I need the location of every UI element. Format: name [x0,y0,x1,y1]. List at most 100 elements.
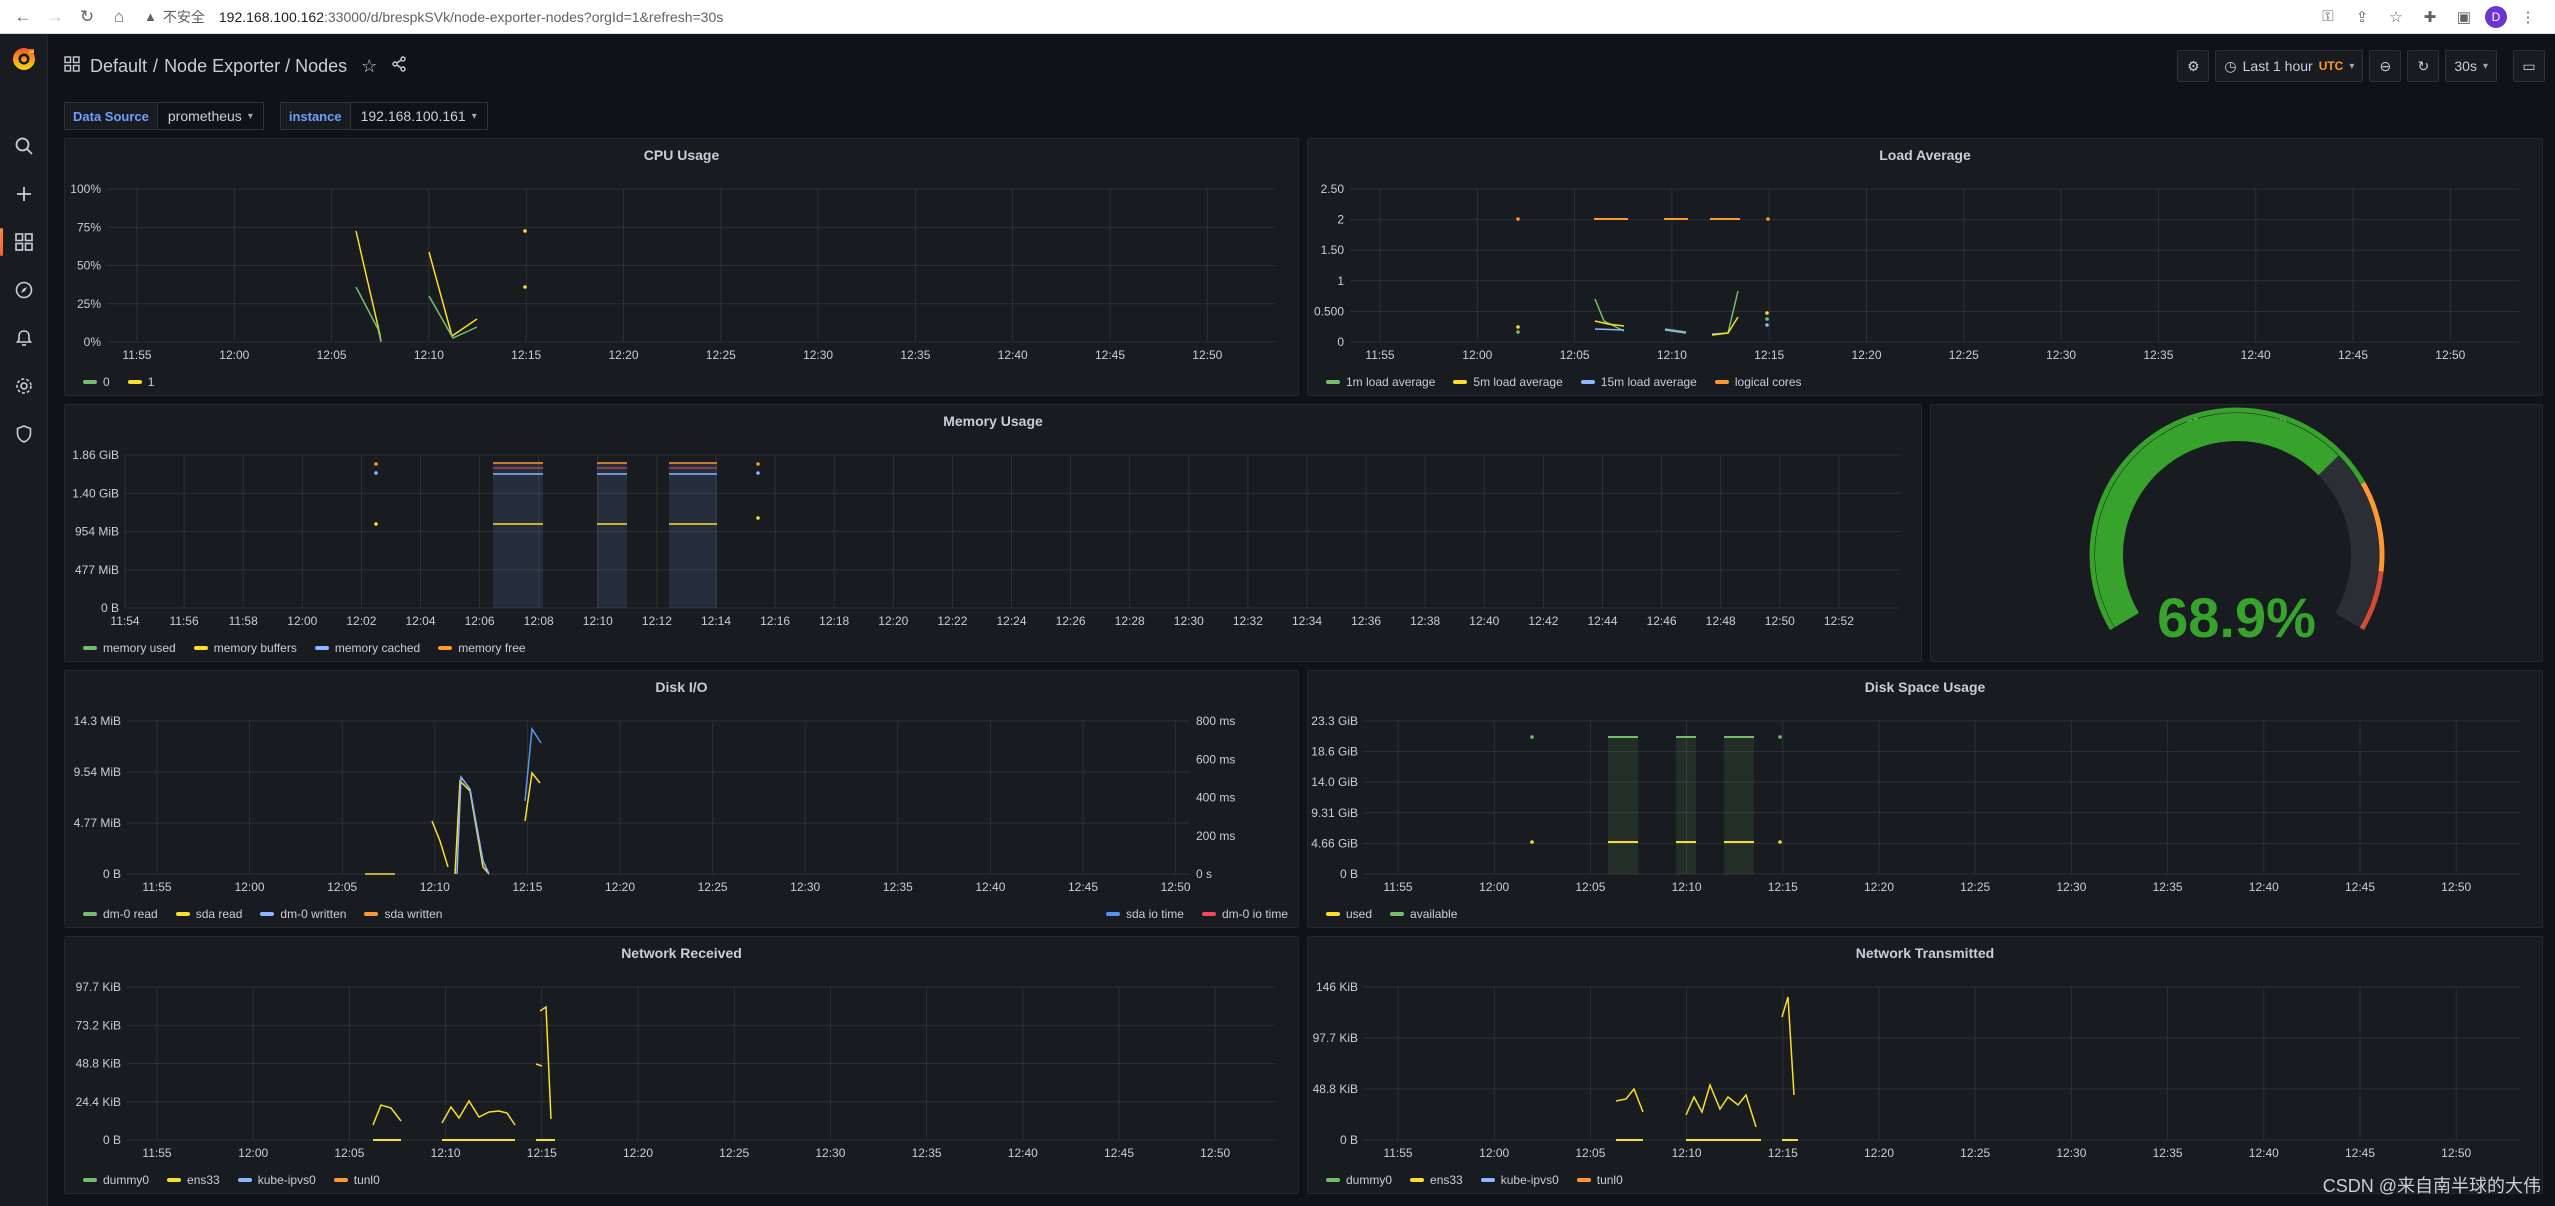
network-transmitted-graph[interactable]: 146 KiB 97.7 KiB 48.8 KiB 0 B 11:55 12:00 12:0… [1308,937,2544,1195]
legend-item[interactable]: tunl0 [333,1173,380,1187]
key-icon[interactable]: ⚿ [2322,8,2334,25]
disk-space-graph[interactable]: 23.3 GiB 18.6 GiB 14.0 GiB 9.31 GiB 4.66 GiB… [1308,671,2544,929]
panel-disk-space[interactable]: Disk Space Usage 23.3 GiB 18.6 GiB 14.0 Gi… [1307,670,2543,928]
address-bar[interactable]: ▲ 不安全 192.168.100.162:33000/d/brespkSVk/… [144,2,2314,32]
gauge-value: 68.9% [2157,586,2316,649]
legend-swatch [438,646,453,650]
reload-icon[interactable]: ↻ [79,6,95,26]
menu-kebab-icon[interactable]: ⋮ [2520,8,2536,26]
legend-item[interactable]: 1m load average [1326,375,1435,389]
legend-item[interactable]: 0 [83,375,110,389]
memory-usage-graph[interactable]: 1.86 GiB 1.40 GiB 954 MiB 477 MiB 0 B11:54 11… [65,405,1923,663]
legend-swatch [1105,912,1120,916]
x-tick-label: 12:25 [698,880,728,894]
x-tick-label: 12:30 [2056,1146,2086,1160]
datasource-select[interactable]: prometheus ▾ [157,102,264,130]
panel-disk-io[interactable]: Disk I/O 14.3 MiB 9.54 MiB 4.77 MiB 0 B 800 … [64,670,1299,928]
legend-item[interactable]: used [1326,907,1372,921]
configuration-icon[interactable] [0,368,48,404]
legend-item[interactable]: tunl0 [1576,1173,1623,1187]
legend-item[interactable]: kube-ipvs0 [237,1173,316,1187]
profile-avatar[interactable]: D [2485,5,2507,28]
refresh-icon: ↻ [2417,57,2430,74]
series-line [1594,328,1625,331]
series-line [1664,329,1687,334]
panel-cpu-usage[interactable]: CPU Usage 100% 75% 50% 25% 0% 11:55 12:00 12:05… [64,138,1299,396]
panel-memory-usage[interactable]: Memory Usage 1.86 GiB 1.40 GiB 954 MiB 477 … [64,404,1922,662]
legend-label: dummy0 [103,1173,150,1187]
panel-load-average[interactable]: Load Average 2.50 2 1.50 1 0.500 0 11:55 12:00 1… [1307,138,2543,396]
legend-item[interactable]: dummy0 [83,1173,149,1187]
search-icon[interactable] [0,128,48,164]
explore-icon[interactable] [0,272,48,308]
legend-item[interactable]: memory cached [314,641,420,655]
legend-item[interactable]: sda written [364,907,442,921]
shield-icon[interactable] [0,416,48,452]
network-received-graph[interactable]: 97.7 KiB 73.2 KiB 48.8 KiB 24.4 KiB 0 B 11:55… [65,937,1300,1195]
legend-item[interactable]: ens33 [1410,1173,1463,1187]
series-point [1778,735,1782,739]
time-range-picker[interactable]: ◷ Last 1 hour UTC ▾ [2215,50,2364,82]
variable-label-datasource: Data Source [64,102,158,130]
legend-item[interactable]: kube-ipvs0 [1480,1173,1559,1187]
x-tick-label: 12:00 [219,348,249,362]
legend-item[interactable]: dummy0 [1326,1173,1392,1187]
breadcrumb-folder[interactable]: Default [90,55,148,76]
panel-memory-gauge[interactable]: Memory Usage 68.9% [1930,404,2543,662]
legend-item[interactable]: 15m load average [1580,375,1697,389]
legend-item[interactable]: dm-0 read [83,907,158,921]
plus-icon[interactable] [0,176,48,212]
extensions-icon[interactable]: ✚ [2423,8,2437,26]
legend-item[interactable]: sda read [175,907,242,921]
cpu-usage-graph[interactable]: 100% 75% 50% 25% 0% 11:55 12:00 12:05 12:10 12:15… [65,139,1300,397]
instance-select[interactable]: 192.168.100.161 ▾ [350,102,488,130]
legend-item[interactable]: sda io time [1105,907,1184,921]
legend-item[interactable]: 5m load average [1453,375,1563,389]
refresh-interval-picker[interactable]: 30s ▾ [2445,50,2497,82]
star-icon[interactable]: ☆ [361,55,378,76]
tv-mode-button[interactable]: ▭ [2513,50,2545,82]
x-tick-label: 12:15 [527,1146,557,1160]
series-line [355,230,382,343]
page-title[interactable]: Node Exporter / Nodes [164,55,348,76]
legend-item[interactable]: 1 [127,375,154,389]
series-line [539,1005,552,1120]
zoom-out-button[interactable]: ⊖ [2369,50,2402,82]
legend-item[interactable]: memory buffers [193,641,297,655]
load-average-graph[interactable]: 2.50 2 1.50 1 0.500 0 11:55 12:00 12:05 12:10 12:1… [1308,139,2544,397]
share-page-icon[interactable]: ⇪ [2355,8,2369,26]
dashboard-grid-icon [64,55,80,77]
dashboard-settings-button[interactable]: ⚙ [2177,50,2210,82]
series-line [431,820,449,868]
legend-item[interactable]: available [1390,907,1457,921]
legend-item[interactable]: dm-0 io time [1201,907,1288,921]
back-icon[interactable]: ← [14,6,32,26]
y-tick-label: 23.3 GiB [1311,714,1358,728]
disk-io-graph[interactable]: 14.3 MiB 9.54 MiB 4.77 MiB 0 B 800 ms 600 ms 4… [65,671,1300,929]
timezone-label: UTC [2318,59,2344,73]
legend: dm-0 read sda read dm-0 written sda written [83,907,442,921]
share-icon[interactable] [391,55,407,77]
legend-item[interactable]: ens33 [167,1173,220,1187]
alerting-icon[interactable] [0,320,48,356]
series-line [372,1104,402,1126]
panel-network-transmitted[interactable]: Network Transmitted 146 KiB 97.7 KiB 48.8 … [1307,936,2543,1194]
bookmark-star-icon[interactable]: ☆ [2389,8,2403,26]
dashboards-icon[interactable] [0,224,48,260]
refresh-button[interactable]: ↻ [2407,50,2440,82]
grafana-logo[interactable] [9,44,39,74]
sidepanel-icon[interactable]: ▣ [2456,8,2472,26]
y-tick-label: 14.3 MiB [74,714,121,728]
x-tick-label: 12:10 [583,614,613,628]
legend-item[interactable]: memory free [438,641,526,655]
x-tick-label: 12:18 [819,614,849,628]
x-tick-label: 12:20 [1864,1146,1894,1160]
forward-icon[interactable]: → [46,6,64,26]
legend-item[interactable]: dm-0 written [260,907,346,921]
panel-network-received[interactable]: Network Received 97.7 KiB 73.2 KiB 48.8 Ki… [64,936,1299,1194]
y-tick-label: 4.66 GiB [1311,836,1358,850]
legend-item[interactable]: memory used [83,641,176,655]
home-icon[interactable]: ⌂ [113,6,125,26]
legend-item[interactable]: logical cores [1714,375,1802,389]
chevron-down-icon: ▾ [247,110,253,122]
